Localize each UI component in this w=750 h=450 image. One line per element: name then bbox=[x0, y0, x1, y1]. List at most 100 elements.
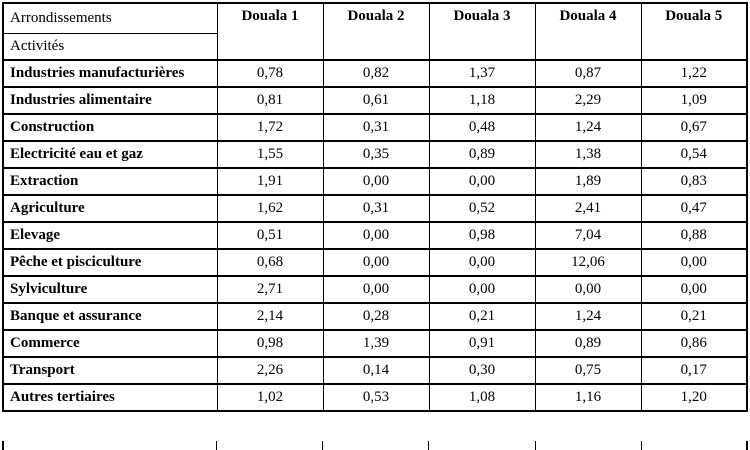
value-cell: 0,28 bbox=[322, 302, 430, 331]
value-cell: 0,91 bbox=[428, 329, 536, 358]
value-cell: 0,86 bbox=[640, 329, 748, 358]
location-quotient-table: Arrondissements Douala 1 Douala 2 Douala 3… bbox=[2, 2, 748, 412]
table-row: Industries alimentaire 0,81 0,61 1,18 2,29 1,… bbox=[2, 86, 748, 115]
value-cell: 1,18 bbox=[428, 86, 536, 115]
value-cell: 0,00 bbox=[640, 275, 748, 304]
table-row: Sylviculture 2,71 0,00 0,00 0,00 0,00 bbox=[2, 275, 748, 304]
row-label: Industries manufacturières bbox=[2, 59, 218, 88]
value-cell: 1,22 bbox=[640, 59, 748, 88]
value-cell: 1,09 bbox=[640, 86, 748, 115]
value-cell: 0,61 bbox=[322, 86, 430, 115]
table-row: Elevage 0,51 0,00 0,98 7,04 0,88 bbox=[2, 221, 748, 250]
row-label: Banque et assurance bbox=[2, 302, 218, 331]
value-cell: 0,82 bbox=[322, 59, 430, 88]
value-cell: 0,00 bbox=[322, 248, 430, 277]
table-row: Industries manufacturières 0,78 0,82 1,37 0,… bbox=[2, 59, 748, 88]
value-cell: 0,52 bbox=[428, 194, 536, 223]
table-row: Electricité eau et gaz 1,55 0,35 0,89 1,38 0,… bbox=[2, 140, 748, 169]
table-row: Pêche et pisciculture 0,68 0,00 0,00 12,06 0,… bbox=[2, 248, 748, 277]
value-cell: 1,02 bbox=[216, 383, 324, 412]
value-cell: 0,14 bbox=[322, 356, 430, 385]
value-cell: 1,20 bbox=[640, 383, 748, 412]
row-label: Extraction bbox=[2, 167, 218, 196]
value-cell: 0,31 bbox=[322, 194, 430, 223]
column-header-douala-5: Douala 5 bbox=[640, 2, 748, 61]
value-cell: 1,72 bbox=[216, 113, 324, 142]
corner-label-arrondissements: Arrondissements bbox=[2, 2, 218, 34]
value-cell: 1,38 bbox=[534, 140, 642, 169]
value-cell: 0,67 bbox=[640, 113, 748, 142]
value-cell: 1,24 bbox=[534, 113, 642, 142]
value-cell: 1,55 bbox=[216, 140, 324, 169]
value-cell: 0,21 bbox=[640, 302, 748, 331]
table-row: Commerce 0,98 1,39 0,91 0,89 0,86 bbox=[2, 329, 748, 358]
row-label: Pêche et pisciculture bbox=[2, 248, 218, 277]
value-cell: 2,14 bbox=[216, 302, 324, 331]
header-row-top: Arrondissements Douala 1 Douala 2 Douala 3… bbox=[2, 2, 748, 61]
row-label: Transport bbox=[2, 356, 218, 385]
value-cell: 12,06 bbox=[534, 248, 642, 277]
column-header-douala-4: Douala 4 bbox=[534, 2, 642, 61]
value-cell: 1,89 bbox=[534, 167, 642, 196]
row-label: Electricité eau et gaz bbox=[2, 140, 218, 169]
value-cell: 7,04 bbox=[534, 221, 642, 250]
table-row: Autres tertiaires 1,02 0,53 1,08 1,16 1,20 bbox=[2, 383, 748, 412]
value-cell: 1,08 bbox=[428, 383, 536, 412]
row-label: Elevage bbox=[2, 221, 218, 250]
value-cell: 0,53 bbox=[322, 383, 430, 412]
row-label: Agriculture bbox=[2, 194, 218, 223]
table-row: Construction 1,72 0,31 0,48 1,24 0,67 bbox=[2, 113, 748, 142]
table-header: Arrondissements Douala 1 Douala 2 Douala 3… bbox=[2, 2, 748, 61]
value-cell: 0,30 bbox=[428, 356, 536, 385]
value-cell: 1,39 bbox=[322, 329, 430, 358]
table-border-stub bbox=[428, 441, 429, 450]
table-row: Extraction 1,91 0,00 0,00 1,89 0,83 bbox=[2, 167, 748, 196]
table-border-stub bbox=[746, 441, 748, 450]
value-cell: 0,83 bbox=[640, 167, 748, 196]
value-cell: 0,51 bbox=[216, 221, 324, 250]
value-cell: 1,24 bbox=[534, 302, 642, 331]
value-cell: 0,54 bbox=[640, 140, 748, 169]
value-cell: 2,26 bbox=[216, 356, 324, 385]
value-cell: 0,00 bbox=[322, 167, 430, 196]
value-cell: 0,00 bbox=[640, 248, 748, 277]
row-label: Commerce bbox=[2, 329, 218, 358]
value-cell: 0,00 bbox=[322, 221, 430, 250]
column-header-douala-2: Douala 2 bbox=[322, 2, 430, 61]
value-cell: 0,21 bbox=[428, 302, 536, 331]
row-label: Sylviculture bbox=[2, 275, 218, 304]
table-border-stub bbox=[2, 441, 4, 450]
value-cell: 1,62 bbox=[216, 194, 324, 223]
value-cell: 0,00 bbox=[534, 275, 642, 304]
corner-label-activites: Activités bbox=[2, 32, 218, 61]
value-cell: 0,31 bbox=[322, 113, 430, 142]
value-cell: 0,89 bbox=[534, 329, 642, 358]
row-label: Construction bbox=[2, 113, 218, 142]
column-header-douala-3: Douala 3 bbox=[428, 2, 536, 61]
value-cell: 0,00 bbox=[322, 275, 430, 304]
value-cell: 0,98 bbox=[216, 329, 324, 358]
table-border-stub bbox=[641, 441, 642, 450]
value-cell: 0,00 bbox=[428, 167, 536, 196]
value-cell: 0,35 bbox=[322, 140, 430, 169]
value-cell: 0,00 bbox=[428, 248, 536, 277]
value-cell: 0,75 bbox=[534, 356, 642, 385]
value-cell: 0,81 bbox=[216, 86, 324, 115]
value-cell: 2,71 bbox=[216, 275, 324, 304]
header-row-bottom: Activités bbox=[2, 32, 747, 61]
table-border-stub bbox=[322, 441, 323, 450]
value-cell: 2,41 bbox=[534, 194, 642, 223]
value-cell: 0,87 bbox=[534, 59, 642, 88]
row-label: Autres tertiaires bbox=[2, 383, 218, 412]
table-row: Agriculture 1,62 0,31 0,52 2,41 0,47 bbox=[2, 194, 748, 223]
value-cell: 0,88 bbox=[640, 221, 748, 250]
table-row: Transport 2,26 0,14 0,30 0,75 0,17 bbox=[2, 356, 748, 385]
table-border-stub bbox=[535, 441, 536, 450]
value-cell: 0,98 bbox=[428, 221, 536, 250]
value-cell: 1,91 bbox=[216, 167, 324, 196]
value-cell: 0,00 bbox=[428, 275, 536, 304]
table-border-stub bbox=[216, 441, 217, 450]
row-label: Industries alimentaire bbox=[2, 86, 218, 115]
value-cell: 0,48 bbox=[428, 113, 536, 142]
